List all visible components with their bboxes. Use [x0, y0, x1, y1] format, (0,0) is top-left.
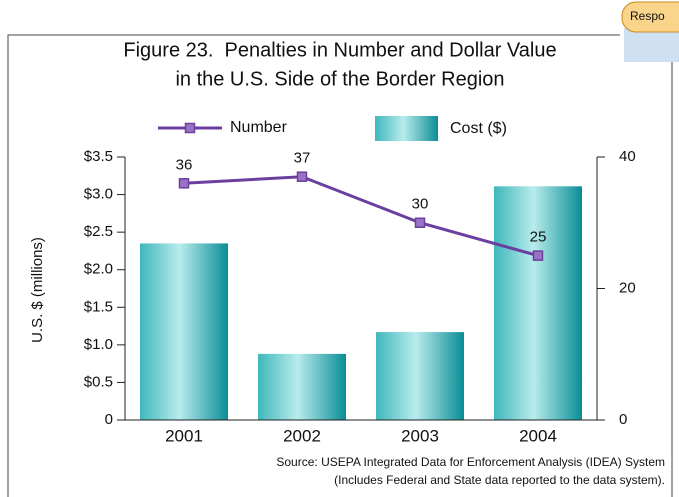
x-tick-label: 2003	[401, 426, 439, 445]
y-tick-label: $2.5	[84, 223, 113, 240]
legend-marker	[184, 122, 196, 134]
y-tick-label: $2.0	[84, 261, 113, 278]
badge-text[interactable]: Respo	[630, 9, 665, 23]
data-label: 30	[412, 196, 429, 213]
badge[interactable]	[621, 1, 679, 33]
y-tick-label: 0	[105, 411, 113, 428]
data-label: 36	[176, 156, 193, 173]
line-marker	[296, 171, 308, 182]
bar	[376, 332, 464, 420]
line	[183, 175, 539, 258]
chart-title: in the U.S. Side of the Border Region	[175, 68, 504, 90]
bar	[140, 243, 228, 420]
y-tick-label: $1.5	[84, 298, 113, 315]
line-marker	[532, 250, 544, 261]
y-tick-label: $3.0	[84, 186, 113, 203]
y-tick-label: $3.5	[84, 148, 113, 165]
line-marker	[414, 217, 426, 228]
chart-title: Figure 23. Penalties in Number and Dolla…	[123, 39, 556, 61]
x-tick-label: 2002	[283, 426, 321, 445]
x-tick-label: 2004	[519, 426, 557, 445]
legend-label: Cost ($)	[450, 120, 507, 137]
y-axis-label: U.S. $ (millions)	[29, 237, 46, 343]
y2-tick-label: 20	[619, 279, 636, 296]
legend-swatch	[375, 116, 438, 141]
line-marker	[178, 178, 190, 189]
bar	[258, 353, 346, 420]
x-tick-label: 2001	[165, 426, 203, 445]
side-panel	[624, 28, 679, 62]
data-label: 25	[530, 229, 547, 246]
frame	[7, 34, 620, 497]
source: (Includes Federal and State data reporte…	[334, 473, 665, 487]
y-tick-label: $0.5	[84, 373, 113, 390]
y2-tick-label: 40	[619, 148, 636, 165]
legend-label: Number	[230, 119, 288, 136]
data-label: 37	[294, 150, 311, 167]
bar	[494, 186, 582, 420]
y-tick-label: $1.0	[84, 336, 113, 353]
y2-tick-label: 0	[619, 411, 627, 428]
source: Source: USEPA Integrated Data for Enforc…	[276, 455, 665, 469]
